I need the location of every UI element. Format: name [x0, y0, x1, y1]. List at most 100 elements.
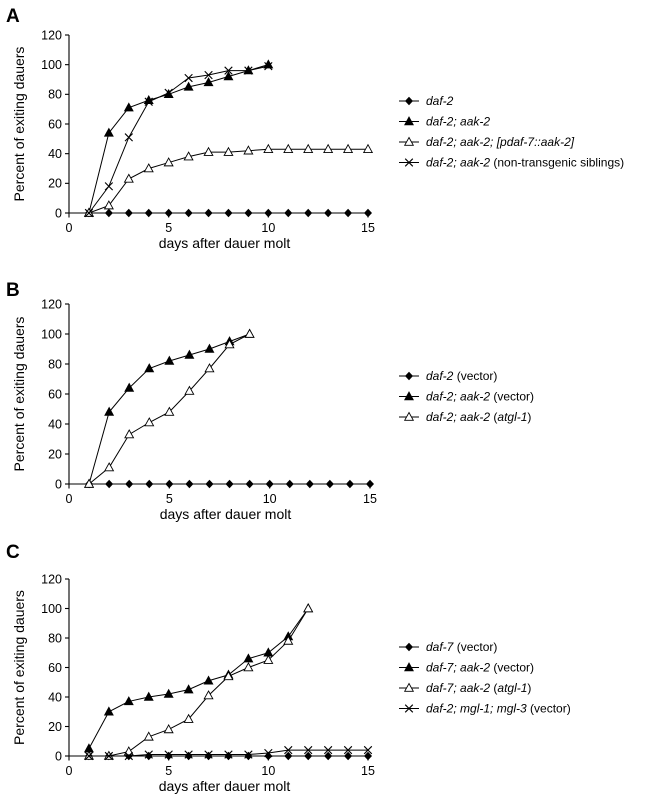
series-line [88, 608, 309, 757]
data-point-diamond [325, 479, 334, 489]
legend-label-part: atgl-1 [497, 410, 527, 424]
data-point-triangle-open [123, 746, 134, 756]
data-point-diamond [144, 751, 153, 761]
legend-label: daf-7; aak-2 (vector) [426, 661, 534, 675]
data-point-triangle-open [143, 163, 154, 173]
data-point-x [104, 182, 114, 191]
legend-label-part: daf-2; aak-2 [426, 410, 490, 424]
data-point-triangle-open [184, 385, 195, 395]
legend-label-part: (vector) [490, 661, 534, 675]
x-marker-stroke [204, 70, 213, 80]
data-point-x [224, 750, 233, 759]
data-point-x [304, 745, 313, 755]
data-point-x [84, 208, 94, 218]
y-tick-label: 60 [48, 387, 62, 401]
data-point-triangle-open [204, 363, 215, 373]
data-point-diamond [245, 479, 254, 489]
data-point-diamond [265, 479, 274, 489]
series-triangle-filled [83, 603, 314, 753]
data-point-diamond [204, 751, 213, 761]
data-point-x [144, 97, 153, 106]
data-point-diamond [344, 751, 353, 761]
data-point-triangle-filled [204, 343, 215, 353]
x-tick-label: 0 [66, 764, 73, 778]
x-marker-stroke [244, 750, 253, 759]
data-point-diamond [205, 479, 214, 489]
x-marker-stroke [343, 745, 353, 755]
y-tick-label: 120 [41, 297, 62, 311]
data-point-diamond [224, 751, 233, 761]
legend-label-part: daf-2; aak-2 [426, 390, 490, 404]
data-point-triangle-filled [203, 77, 214, 87]
x-marker-stroke [244, 66, 253, 75]
data-point-triangle-open [144, 417, 155, 427]
data-point-triangle-open [224, 339, 235, 349]
x-marker-stroke [164, 750, 173, 759]
legend-label: daf-2 [426, 94, 454, 108]
panel-a: A 0 20 40 60 80 100 120 0 5 10 15 days after dauer m… [6, 6, 624, 251]
data-point-diamond [204, 208, 213, 218]
legend-entry: daf-7; aak-2 (atgl-1) [399, 681, 531, 695]
x-marker-stroke [124, 133, 133, 142]
y-tick-label: 0 [55, 477, 62, 491]
data-point-diamond [304, 751, 313, 761]
x-marker-stroke [144, 97, 153, 106]
series-triangle-filled [83, 59, 274, 217]
x-tick-label: 0 [66, 221, 73, 235]
data-point-triangle-filled [123, 696, 134, 706]
legend-label-part: (vector) [453, 640, 497, 654]
y-tick-label: 60 [48, 117, 62, 131]
data-point-triangle-open [103, 200, 114, 210]
legend-entry: daf-2; aak-2 (vector) [399, 390, 534, 404]
data-point-triangle-open [124, 429, 135, 439]
x-marker-stroke [264, 748, 273, 758]
series-diamond [85, 479, 374, 489]
data-point-x [84, 751, 94, 761]
x-tick-label: 10 [261, 221, 275, 235]
y-tick-label: 120 [41, 28, 62, 42]
legend-marker-triangle-filled [404, 391, 414, 401]
x-marker-stroke [323, 745, 333, 755]
data-point-x [164, 750, 173, 759]
data-point-triangle-filled [163, 688, 174, 698]
x-marker-stroke [184, 73, 193, 83]
data-point-diamond [125, 479, 134, 489]
x-marker-stroke [104, 751, 114, 761]
legend-entry: daf-2; mgl-1; mgl-3 (vector) [399, 702, 571, 716]
y-axis-title: Percent of exiting dauers [11, 47, 27, 202]
data-point-diamond [364, 751, 372, 761]
x-marker-stroke [363, 745, 373, 755]
x-marker-stroke [404, 704, 414, 713]
data-point-triangle-open [203, 690, 214, 700]
x-tick-label: 5 [165, 221, 172, 235]
x-tick-label: 5 [166, 492, 173, 506]
legend-marker-triangle-filled [404, 662, 414, 672]
legend-marker-diamond [405, 96, 413, 106]
data-point-triangle-filled [164, 355, 175, 365]
data-point-diamond [144, 208, 153, 218]
legend-label-part: ( [490, 681, 497, 695]
y-tick-label: 100 [41, 327, 62, 341]
data-point-x [264, 61, 273, 71]
x-tick-label: 10 [263, 492, 277, 506]
data-point-x [343, 745, 353, 755]
y-tick-label: 80 [48, 631, 62, 645]
series-line [88, 64, 269, 214]
y-tick-label: 80 [48, 88, 62, 102]
data-point-triangle-open [163, 157, 174, 167]
x-marker-stroke [84, 208, 94, 218]
x-marker-stroke [124, 751, 133, 761]
y-tick-label: 120 [41, 572, 62, 586]
data-point-diamond [185, 479, 194, 489]
x-marker-stroke [84, 751, 94, 761]
data-point-triangle-filled [223, 71, 234, 81]
legend-label: daf-2; aak-2; [pdaf-7::aak-2] [426, 135, 575, 149]
data-point-x [184, 73, 193, 83]
data-point-triangle-open [263, 143, 274, 153]
legend-entry: daf-2; aak-2; [pdaf-7::aak-2] [399, 135, 575, 149]
legend-marker-x [404, 158, 414, 167]
panel-letter: B [6, 280, 20, 301]
x-marker-stroke [204, 750, 213, 759]
data-point-diamond [165, 479, 174, 489]
data-point-x [164, 88, 173, 98]
